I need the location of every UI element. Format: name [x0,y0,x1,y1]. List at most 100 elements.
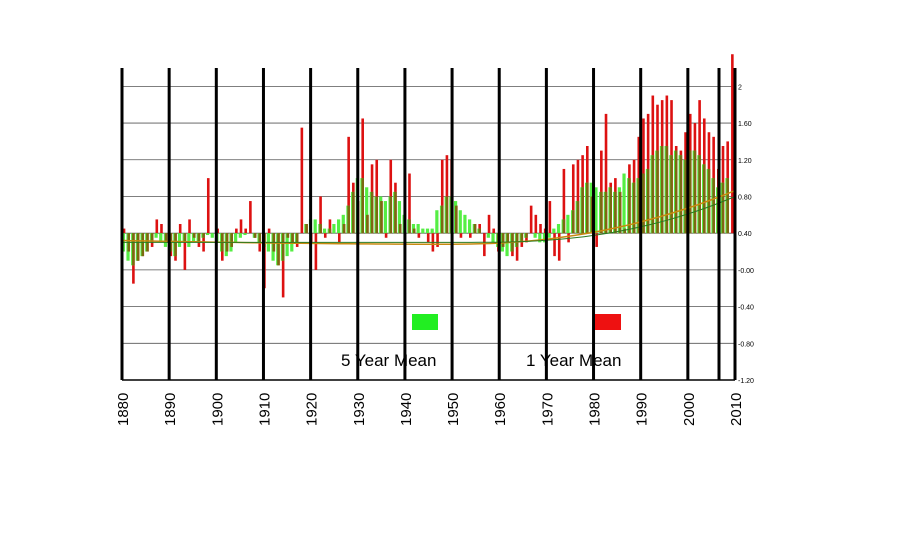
bar-1-year [440,159,444,234]
bar-overlap [721,182,725,234]
bar-5-year [243,233,247,236]
bar-1-year [314,233,318,270]
bar-5-year [159,233,163,243]
bar-overlap [192,233,196,238]
bar-1-year [235,228,238,234]
bar-overlap [632,182,636,234]
bar-overlap [141,233,145,257]
bar-overlap [445,196,449,234]
bar-5-year [463,214,467,234]
bar-overlap [389,196,393,234]
bar-5-year [468,219,472,234]
bar-1-year [328,219,332,234]
bar-1-year [281,233,285,298]
bar-overlap [352,191,355,234]
bar-overlap [646,168,650,234]
bar-5-year [177,233,182,247]
bar-5-year [435,210,439,234]
bar-overlap [702,164,706,234]
bar-1-year [567,233,570,243]
bar-1-year [267,228,271,234]
bar-overlap [628,178,631,234]
bar-1-year [492,228,496,234]
bar-1-year [206,178,210,234]
bar-1-year [576,159,580,234]
bar-overlap [712,178,715,234]
bar-overlap [576,201,580,234]
bar-1-year [459,233,463,238]
x-tick-label: 1950 [445,393,462,426]
decade-lines [120,68,737,381]
bar-overlap [609,187,612,234]
bar-1-year [323,233,327,238]
bar-5-year [566,214,570,234]
bar-5-year [421,228,425,234]
bar-1-year [300,127,304,234]
x-tick-label: 1920 [304,393,321,426]
bar-1-year [731,54,734,234]
bar-5-year [285,233,289,257]
bar-overlap [726,178,729,234]
bar-overlap [366,214,369,234]
bar-1-year [469,233,472,238]
y-tick-label: 0.80 [738,194,752,201]
bar-overlap [277,233,280,266]
bar-overlap [412,228,416,234]
bar-1-year [244,228,248,234]
bar-overlap [604,191,608,234]
bar-1-year [595,233,598,247]
bar-overlap [398,224,402,234]
bar-5-year [556,224,561,234]
bar-overlap [370,191,374,234]
trend-line [121,189,736,245]
x-tick-label: 1910 [256,393,273,426]
bar-overlap [291,233,294,243]
bar-1-year [562,168,566,234]
bar-1-year [426,233,430,243]
bar-overlap [660,146,664,234]
legend-swatch-5-year [412,314,438,330]
bar-1-year [188,219,191,234]
bar-overlap [693,150,697,234]
bar-1-year [249,201,252,234]
bar-overlap [319,224,322,234]
bar-5-year [411,224,416,234]
bar-1-year [319,196,322,234]
x-axis-tick-labels: 1880 1890 1900 1910 1920 1930 1940 1950 1960 1970… [115,393,745,426]
bar-overlap [454,205,458,234]
bar-overlap [585,182,589,234]
x-tick-label: 1940 [398,393,415,426]
bar-1-year [487,214,491,234]
bar-overlap [286,233,290,238]
bar-5-year [332,224,336,234]
bar-overlap [305,224,308,234]
bar-overlap [258,233,262,243]
x-tick-label: 1900 [209,393,226,426]
bar-overlap [478,228,481,234]
legend-label-1-year: 1 Year Mean [526,351,621,370]
bar-1-year [478,224,481,234]
bar-overlap [342,224,346,234]
bar-overlap [253,233,257,238]
bar-overlap [665,146,669,234]
bar-5-year [238,233,242,238]
bar-overlap [501,233,505,247]
bar-5-year [486,233,490,238]
bar-1-year [337,233,341,243]
bar-1-year [417,233,421,238]
legend: 5 Year Mean 1 Year Mean [341,314,621,370]
bar-5-year [622,173,626,234]
x-tick-label: 1890 [162,393,179,426]
bar-1-year [604,113,608,234]
y-tick-label: 1.20 [738,158,752,165]
bar-5-year [383,201,387,234]
y-tick-label: 1.60 [738,121,752,128]
y-tick-label: -0.00 [738,268,754,275]
y-axis-tick-labels: 2 1.60 1.20 0.80 0.40 -0.00 -0.40 -0.80 -1.20 [738,84,754,385]
bar-overlap [614,191,617,234]
bar-overlap [281,233,285,261]
bar-1-year [483,233,486,257]
bar-1-year [557,233,561,261]
y-tick-label: -0.80 [738,341,754,348]
